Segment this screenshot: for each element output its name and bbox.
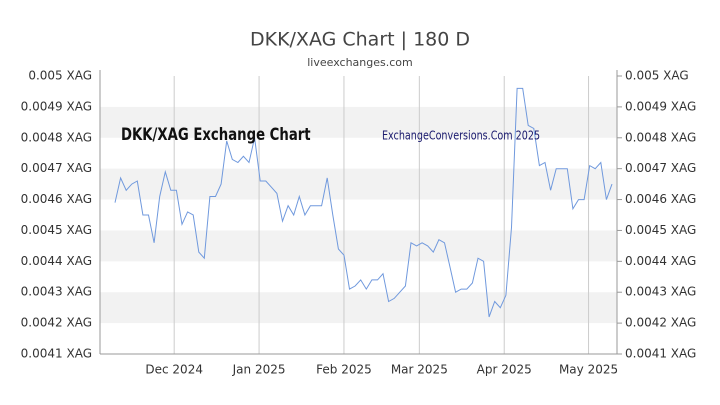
y-tick-label: 0.0048 XAG [21,130,92,144]
y-tick-label-right: 0.0046 XAG [625,192,696,206]
y-tick-label-right: 0.0043 XAG [625,285,696,299]
annotation-watermark: ExchangeConversions.Com 2025 [382,128,540,142]
chart-subtitle: liveexchanges.com [307,56,412,69]
price-line [114,87,613,318]
y-tick-label: 0.0049 XAG [21,99,92,113]
y-tick-label-right: 0.0044 XAG [625,254,696,268]
y-tick-label: 0.0047 XAG [21,161,92,175]
y-tick-label: 0.0046 XAG [21,192,92,206]
x-tick-label: Feb 2025 [316,363,372,377]
x-tick-label: Mar 2025 [391,363,448,377]
chart-title: DKK/XAG Chart | 180 D [250,29,470,51]
x-tick-label: Apr 2025 [477,363,532,377]
grid-band [100,230,617,262]
y-tick-label-right: 0.005 XAG [625,69,689,83]
x-tick-label: Dec 2024 [145,363,203,377]
y-tick-label-right: 0.0045 XAG [625,223,696,237]
y-tick-label: 0.0041 XAG [21,347,92,361]
y-tick-label-right: 0.0047 XAG [625,161,696,175]
x-tick-label: May 2025 [559,363,618,377]
grid-band [100,168,617,200]
annotation-title: DKK/XAG Exchange Chart [121,124,311,144]
y-tick-label: 0.0043 XAG [21,285,92,299]
grid-band [100,292,617,324]
y-tick-label: 0.005 XAG [28,69,92,83]
grid-band [100,106,617,138]
y-tick-label-right: 0.0049 XAG [625,99,696,113]
y-tick-label: 0.0042 XAG [21,316,92,330]
y-tick-label-right: 0.0048 XAG [625,130,696,144]
y-tick-label: 0.0044 XAG [21,254,92,268]
x-tick-label: Jan 2025 [232,363,286,377]
y-tick-label-right: 0.0041 XAG [625,347,696,361]
y-tick-label-right: 0.0042 XAG [625,316,696,330]
y-tick-label: 0.0045 XAG [21,223,92,237]
